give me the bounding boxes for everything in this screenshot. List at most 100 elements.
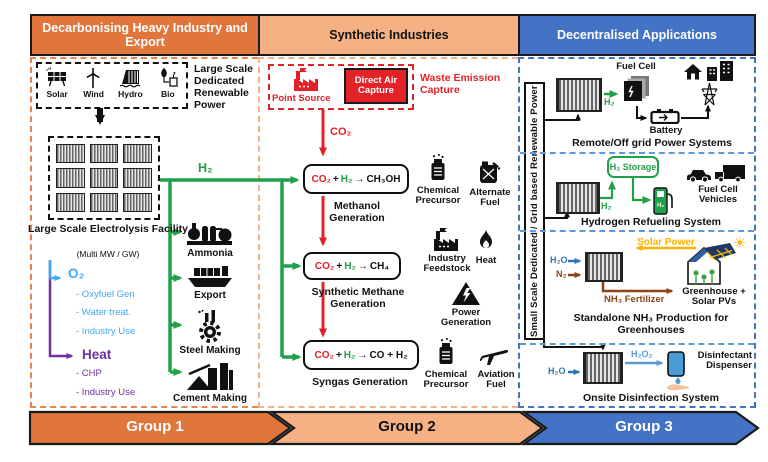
heat-item: - Industry Use [76,387,136,398]
electrolyzer-cell-icon [123,144,152,164]
waste-capture-box [268,64,414,110]
plus-sign: + [336,260,343,272]
reaction-co2: CO₂ [314,260,335,272]
h2-label: H₂ [601,201,612,211]
renewable-bio-label: Bio [161,89,175,99]
reaction-product: CH₃OH [366,173,401,185]
n2-label: N₂ [556,269,567,279]
alternate-fuel-label: Alternate Fuel [469,187,511,209]
power-generation-label: Power Generation [440,307,492,329]
power-pylon-icon [701,82,718,106]
beaker-icon [431,154,445,180]
plane-icon [480,349,508,365]
h2o2-label: H₂O₂ [631,349,653,359]
methane-reaction-box: CO₂ + H₂ → CH₄ [303,252,401,280]
group2-arrow [268,410,544,446]
renewable-caption: Large Scale Dedicated Renewable Power [194,63,253,112]
panel-group3 [518,57,756,408]
methanol-generation-label: Methanol Generation [329,200,385,225]
syngas-reaction-box: CO₂ + H₂ → CO + H₂ [303,340,419,370]
h2o-label: H₂O [548,366,566,376]
header-group3-label: Decentralised Applications [557,27,717,42]
o2-item: - Water treat. [76,307,132,318]
export-label: Export [194,290,226,301]
svg-text:H₂: H₂ [657,203,664,209]
methane-generation-label: Synthetic Methane Generation [311,286,405,311]
aviation-fuel-label: Aviation Fuel [477,369,515,391]
ammonia-label: Ammonia [187,248,233,259]
wind-turbine-icon [86,68,100,88]
section-divider [520,152,754,154]
renewable-solar-label: Solar [46,89,68,99]
section-divider [520,230,754,232]
battery-label: Battery [649,125,683,136]
section-divider [520,343,754,345]
group2-label: Group 2 [378,418,436,435]
small-scale-power-sidebar: Small Scale Dedicated / Grid based Renew… [524,82,545,340]
header-group3: Decentralised Applications [518,14,756,56]
solar-panel-icon [46,67,67,87]
reaction-co2: CO₂ [311,173,331,185]
o2-item: - Industry Use [76,326,136,337]
electrolysis-facility-icon [48,136,160,220]
buildings-icon [707,61,733,81]
renewable-bio: Bio [157,67,179,99]
fuel-cell-vehicles-label: Fuel Cell Vehicles [698,184,738,206]
steel-making-icon [198,310,221,343]
group3-label: Group 3 [615,418,673,435]
plus-sign: + [332,173,339,185]
chemical-precursor-label: Chemical Precursor [423,369,469,391]
renewable-wind: Wind [83,67,104,99]
electrolyzer-cell-icon [56,192,85,212]
greenhouse-solar-pv-label: Greenhouse + Solar PVs [682,286,746,308]
heat-use-label: Heat [475,255,497,266]
cement-making-label: Cement Making [173,393,247,404]
solar-power-label: Solar Power [637,237,695,248]
sun-icon: ☀ [733,235,747,252]
disinfectant-dispenser-label: Disinfectant Dispenser [697,350,752,372]
remote-power-title: Remote/Off grid Power Systems [572,137,732,149]
car-icon [687,170,711,182]
reaction-h2: H₂ [344,260,356,272]
electrolyzer-cell-icon [56,144,85,164]
electrolyzer-icon [585,252,623,282]
panel-group2 [258,57,518,408]
flame-icon [480,230,492,248]
panel-group1 [30,57,258,408]
electrolyzer-cell-icon [123,192,152,212]
nh3-fertilizer-label: NH₃ Fertilizer [604,294,665,305]
point-source-icon [294,68,318,91]
electrolysis-title: Large Scale Electrolysis Facility [28,223,188,235]
electrolyzer-cell-icon [89,144,119,164]
h2o-label: H₂O [550,255,568,265]
h2-storage-box: H₂ Storage [607,156,659,178]
direct-air-capture-box: Direct Air Capture [344,68,408,104]
industry-feedstock-label: Industry Feedstock [423,253,471,275]
industry-feedstock-icon [434,228,458,251]
point-source-label: Point Source [272,93,331,104]
truck-icon [715,165,745,182]
house-icon [684,64,702,80]
electrolyzer-cell-icon [56,168,85,188]
electrolyzer-cell-icon [123,168,152,188]
electrolyzer-icon [556,182,600,214]
arrow-sign: → [357,260,368,272]
group3-arrow [520,410,760,446]
arrow-sign: → [354,173,365,185]
h2-flow-label: H₂ [198,161,213,175]
cement-plant-icon [187,363,233,390]
hydro-dam-icon [119,70,141,88]
reaction-product: CO + H₂ [369,349,408,361]
bio-icon [161,68,178,87]
jerrycan-icon [480,161,501,183]
fuel-cell-label: Fuel Cell [616,61,656,72]
group1-label: Group 1 [126,418,184,435]
reaction-h2: H₂ [343,349,356,361]
heat-item: - CHP [76,368,102,379]
reaction-co2: CO₂ [314,349,334,361]
electrolyzer-cell-icon [89,168,119,188]
header-group2: Synthetic Industries [258,14,520,56]
waste-emission-caption: Waste Emission Capture [420,72,501,97]
onsite-disinfection-title: Onsite Disinfection System [583,392,719,404]
